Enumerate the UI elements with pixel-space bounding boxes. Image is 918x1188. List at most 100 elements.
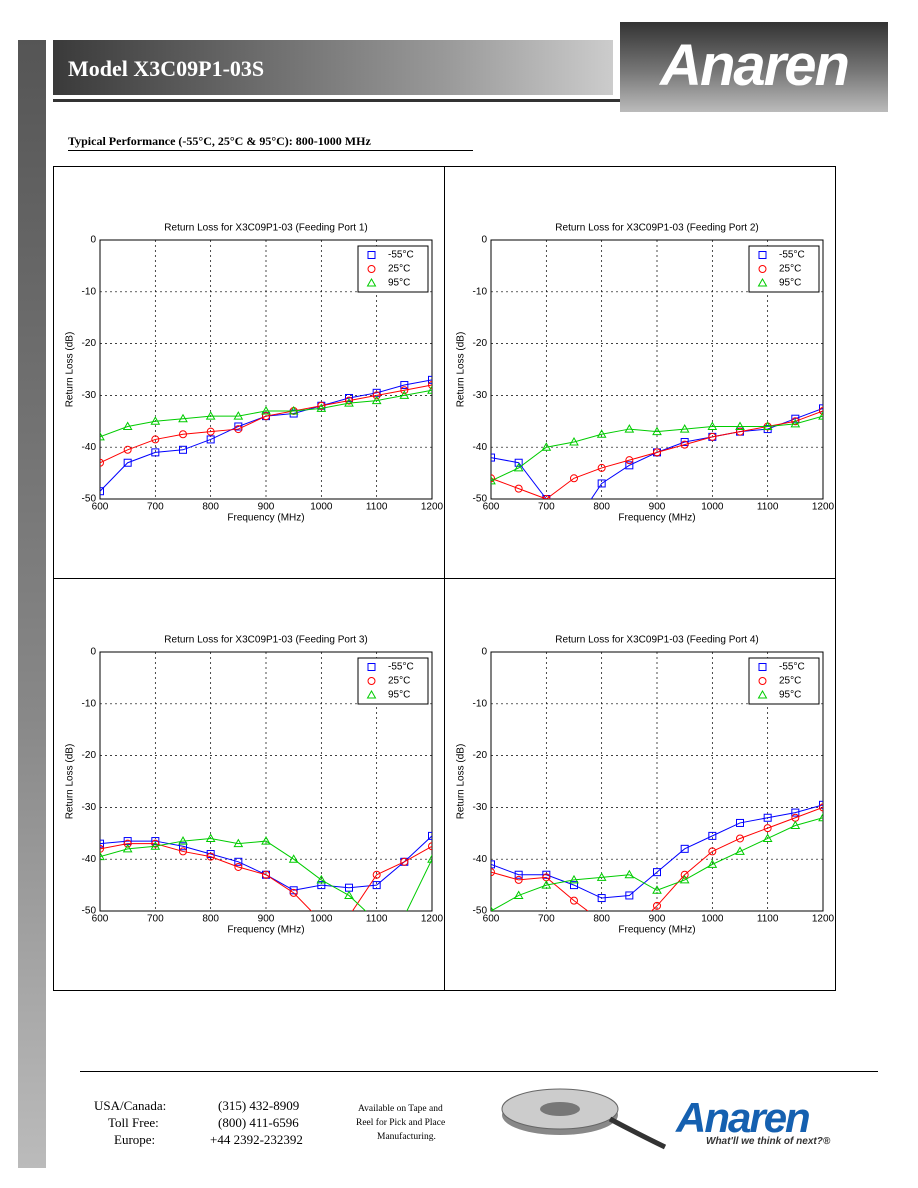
marker xyxy=(150,416,161,425)
y-tick-label: -50 xyxy=(473,906,488,917)
legend-marker xyxy=(367,251,376,259)
marker xyxy=(400,386,409,395)
contact-phone: +44 2392-232392 xyxy=(210,1132,303,1147)
marker xyxy=(427,385,432,394)
y-tick-label: -10 xyxy=(82,286,97,297)
y-tick-label: -40 xyxy=(82,854,97,865)
x-tick-label: 600 xyxy=(92,502,109,513)
marker xyxy=(206,435,215,444)
marker xyxy=(736,818,744,827)
y-tick-label: 0 xyxy=(90,647,96,658)
x-tick-label: 700 xyxy=(538,914,555,925)
contact-label: USA/Canada: xyxy=(94,1098,167,1113)
y-axis-label: Return Loss (dB) xyxy=(65,332,76,408)
marker xyxy=(100,487,104,496)
marker xyxy=(514,875,523,884)
marker xyxy=(400,381,409,390)
marker xyxy=(234,425,243,434)
x-tick-label: 700 xyxy=(147,914,164,925)
marker xyxy=(317,881,326,890)
header-bar xyxy=(53,40,613,95)
marker xyxy=(679,424,690,433)
legend-label: -55°C xyxy=(388,250,414,261)
series-line xyxy=(100,384,432,464)
x-axis-label: Frequency (MHz) xyxy=(227,925,304,936)
legend-label: -55°C xyxy=(388,662,414,673)
legend-label: -55°C xyxy=(779,250,805,261)
marker xyxy=(652,885,662,894)
marker xyxy=(205,411,216,420)
y-tick-label: -10 xyxy=(473,698,488,709)
footer-logo: Anaren xyxy=(676,1094,811,1141)
legend-label: 95°C xyxy=(388,278,410,289)
marker xyxy=(288,405,299,415)
note: Reel for Pick and Place xyxy=(356,1118,446,1128)
marker xyxy=(123,458,132,467)
y-axis-label: Return Loss (dB) xyxy=(456,744,467,820)
marker xyxy=(790,418,801,428)
y-tick-label: -20 xyxy=(473,338,488,349)
marker xyxy=(150,841,161,850)
marker xyxy=(791,808,800,817)
marker xyxy=(316,403,327,412)
marker xyxy=(233,838,244,848)
legend-marker xyxy=(758,251,767,259)
tagline: What'll we think of next?® xyxy=(706,1136,831,1147)
marker xyxy=(680,438,689,447)
legend-marker xyxy=(367,677,376,685)
series-line xyxy=(100,843,432,911)
series-line xyxy=(491,806,823,911)
section-title: Typical Performance (-55°C, 25°C & 95°C)… xyxy=(68,134,473,151)
series-line xyxy=(100,389,432,438)
series-line xyxy=(491,804,823,899)
marker xyxy=(569,437,579,446)
x-tick-label: 800 xyxy=(593,502,610,513)
series-group xyxy=(100,831,432,911)
legend-label: 95°C xyxy=(388,690,410,701)
x-tick-label: 900 xyxy=(258,502,275,513)
legend-box xyxy=(748,657,820,705)
legend-label: 25°C xyxy=(388,676,410,687)
y-axis-label: Return Loss (dB) xyxy=(456,332,467,408)
contact-label: Europe: xyxy=(114,1132,156,1147)
legend-marker xyxy=(758,677,767,685)
marker xyxy=(428,381,432,390)
marker xyxy=(763,813,772,822)
legend-marker xyxy=(758,663,767,671)
marker xyxy=(234,422,243,431)
x-tick-label: 900 xyxy=(258,914,275,925)
x-tick-label: 1100 xyxy=(757,914,779,925)
y-tick-label: -50 xyxy=(473,494,488,505)
marker xyxy=(234,857,243,866)
marker xyxy=(653,868,661,877)
marker xyxy=(542,495,551,499)
marker xyxy=(680,844,689,853)
marker xyxy=(428,831,432,840)
marker xyxy=(818,812,823,822)
legend-box xyxy=(357,657,429,705)
marker xyxy=(100,839,104,848)
marker xyxy=(679,874,690,884)
x-tick-label: 800 xyxy=(202,502,219,513)
y-axis-label: Return Loss (dB) xyxy=(65,744,76,820)
marker xyxy=(541,442,552,451)
marker xyxy=(317,401,326,410)
marker xyxy=(680,440,689,449)
header-rule xyxy=(53,99,620,102)
marker xyxy=(597,479,606,488)
marker xyxy=(708,432,717,441)
marker xyxy=(151,448,160,457)
marker xyxy=(178,836,188,845)
marker xyxy=(178,413,188,423)
marker xyxy=(206,850,215,859)
marker xyxy=(316,874,327,884)
marker xyxy=(570,474,578,483)
marker xyxy=(514,870,523,879)
marker xyxy=(206,852,215,861)
chart: Return Loss for X3C09P1-03 (Feeding Port… xyxy=(65,223,444,524)
y-tick-label: -20 xyxy=(82,338,97,349)
marker xyxy=(570,881,578,890)
x-tick-label: 1200 xyxy=(812,914,835,925)
marker xyxy=(179,842,187,851)
